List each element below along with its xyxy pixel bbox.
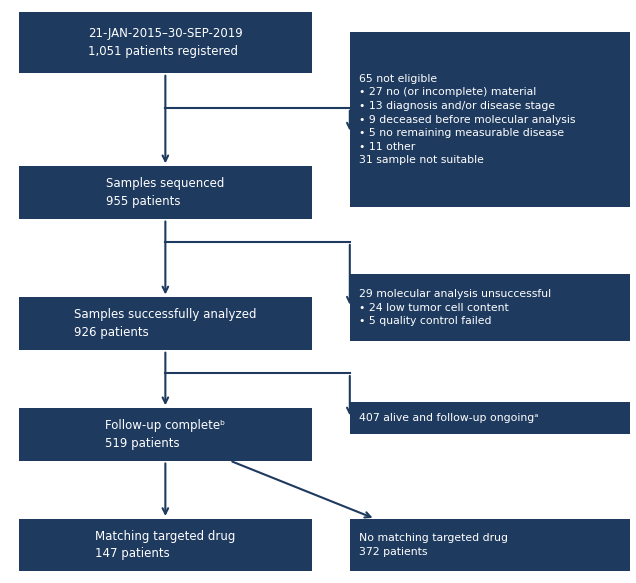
Bar: [350, 274, 630, 341]
Text: Follow-up completeᵇ
519 patients: Follow-up completeᵇ 519 patients: [106, 419, 225, 449]
Bar: [350, 519, 630, 571]
Text: Samples successfully analyzed
926 patients: Samples successfully analyzed 926 patien…: [74, 308, 256, 339]
Text: 29 molecular analysis unsuccessful
• 24 low tumor cell content
• 5 quality contr: 29 molecular analysis unsuccessful • 24 …: [359, 289, 551, 326]
Bar: [19, 166, 312, 219]
Bar: [19, 408, 312, 461]
Text: 65 not eligible
• 27 no (or incomplete) material
• 13 diagnosis and/or disease s: 65 not eligible • 27 no (or incomplete) …: [359, 73, 576, 166]
Bar: [350, 32, 630, 207]
Text: Samples sequenced
955 patients: Samples sequenced 955 patients: [106, 177, 225, 208]
Bar: [350, 402, 630, 434]
Text: No matching targeted drug
372 patients: No matching targeted drug 372 patients: [359, 533, 508, 557]
Bar: [19, 519, 312, 571]
Text: 21-JAN-2015–30-SEP-2019
1,051 patients registered: 21-JAN-2015–30-SEP-2019 1,051 patients r…: [88, 27, 243, 58]
Bar: [19, 297, 312, 350]
Text: Matching targeted drug
147 patients: Matching targeted drug 147 patients: [95, 530, 235, 560]
Text: 407 alive and follow-up ongoingᵃ: 407 alive and follow-up ongoingᵃ: [359, 413, 539, 423]
Bar: [19, 12, 312, 73]
